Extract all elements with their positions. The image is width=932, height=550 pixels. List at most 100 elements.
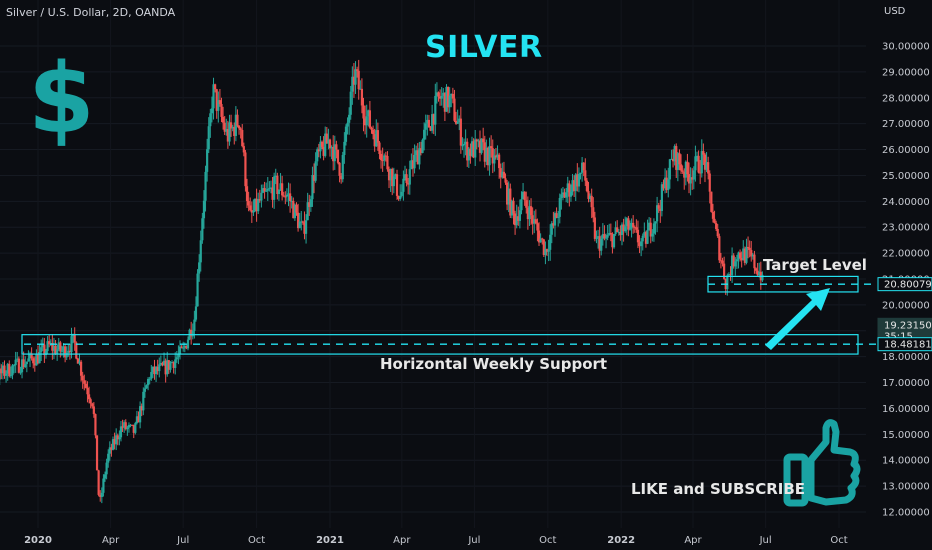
candle [330,145,333,160]
y-tick-label: 22.00000 [882,249,930,260]
dollar-sign-icon: $ [28,43,95,155]
candle [488,137,491,176]
candle [11,364,14,380]
candle [0,364,3,380]
candle [174,352,177,375]
candle [531,207,534,235]
candle [150,364,153,381]
countdown-label: 35:15 [884,331,913,342]
candle [695,151,699,162]
y-tick-label: 26.00000 [882,145,930,156]
candle [376,122,379,151]
x-tick-label: Apr [393,535,411,546]
candle [153,359,156,380]
candle [301,220,304,225]
candle [699,160,702,185]
candle [678,149,681,171]
candle [523,191,526,206]
candle [36,345,40,365]
candle [681,165,684,174]
candle [52,337,56,360]
candle [462,138,466,158]
candle [421,138,424,154]
candle [561,186,565,201]
candle [234,106,237,142]
candle [87,386,91,404]
candle [435,82,439,104]
candle [400,184,403,198]
candle [146,377,150,391]
candle [456,109,459,125]
candle [304,214,308,244]
candle [544,241,547,265]
candle [185,345,188,350]
candle [569,184,573,202]
candle [622,218,625,242]
candle [434,83,437,136]
candle [220,97,223,123]
candle [139,401,142,429]
candle [431,104,434,134]
candle [158,357,161,378]
candle [119,420,123,442]
x-tick-label: Oct [248,535,265,546]
candle [99,490,102,502]
candle [686,153,689,182]
candle [477,138,480,148]
candle [646,219,649,245]
candle [131,424,134,426]
chart-title: SILVER [425,30,543,65]
candle [438,89,442,106]
candle [665,170,668,193]
candle [702,143,705,165]
candle [732,253,735,269]
candle [719,252,723,269]
candle [426,114,429,136]
x-tick-label: Apr [102,535,120,546]
candle [94,413,97,439]
candle [111,436,115,451]
candle [451,87,454,104]
candle [475,138,478,150]
candle [656,196,659,233]
candle [692,166,695,190]
x-tick-label: Oct [830,535,847,546]
candle [46,336,49,355]
candle [405,168,408,187]
candle [565,188,568,203]
candle [84,380,87,389]
candle [710,191,713,213]
candle [663,168,667,194]
candle [285,188,289,202]
candle [349,86,352,120]
candle [541,237,544,245]
candle [515,204,518,229]
support-price-tag: 18.48181 [877,337,932,352]
time-axis[interactable]: 2020 Apr Jul Oct 2021 Apr Jul Oct 2022 Apr Jul Oct [24,535,848,546]
candle [68,343,72,360]
candle [356,66,359,78]
candle [534,209,537,225]
candle [27,350,30,362]
candle [482,127,485,151]
candle [239,127,242,139]
candle [442,88,445,108]
candle [469,143,472,164]
candle [191,323,194,340]
candle [308,194,311,216]
candle [386,151,389,172]
candle [16,351,19,363]
candle [341,151,344,183]
candle [743,246,746,266]
candle [751,252,754,260]
candle [402,170,405,201]
symbol-label[interactable]: Silver / U.S. Dollar, 2D, OANDA [6,6,176,19]
candle [237,125,241,135]
candle [344,124,348,146]
candle [210,96,214,123]
candle [384,151,387,162]
candle [0,363,1,385]
price-axis[interactable]: 12.00000 13.00000 14.00000 15.00000 16.00000… [882,42,930,519]
